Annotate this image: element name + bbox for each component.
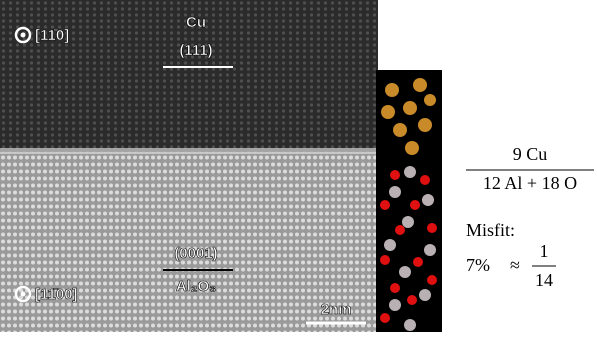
denominator: 12 Al + 18 O [483, 173, 577, 193]
fraction-denominator: 14 [535, 270, 553, 290]
fraction-numerator: 1 [540, 241, 549, 261]
page: [11̄0] Cu (111) (0001) Al₂O₃ [11̄00] 2nm [0, 0, 597, 332]
atomic-model [376, 70, 442, 332]
bottom-direction: [11̄00] [35, 286, 78, 303]
equation: 9 Cu 12 Al + 18 O Misfit: 7% ≈ 1 14 [466, 144, 594, 290]
direction-marker-dot [21, 292, 26, 297]
scale-bar-label: 2nm [321, 301, 352, 318]
top-direction: [11̄0] [35, 27, 69, 44]
figure: [11̄0] Cu (111) (0001) Al₂O₃ [11̄00] 2nm [0, 0, 597, 332]
numerator: 9 Cu [513, 144, 548, 164]
al2o3-plane: (0001) [174, 245, 217, 262]
tem-image: [11̄0] Cu (111) (0001) Al₂O₃ [11̄00] 2nm [0, 0, 378, 332]
interface [0, 148, 378, 154]
approx: ≈ [510, 255, 520, 275]
al2o3-label: Al₂O₃ [176, 278, 216, 295]
direction-marker-dot [21, 33, 26, 38]
cu-plane: (111) [179, 42, 212, 59]
misfit-value: 7% [466, 255, 490, 275]
cu-label: Cu [186, 14, 206, 31]
misfit-label: Misfit: [466, 220, 515, 240]
